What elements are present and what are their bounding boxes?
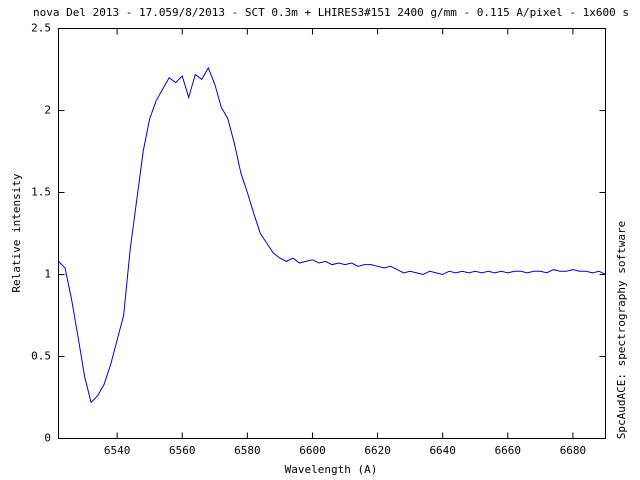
x-tick-label: 6540 [104,444,131,457]
side-note: SpcAudACE: spectrography software [615,221,628,440]
y-tick-label: 2 [44,104,51,117]
x-tick-label: 6660 [495,444,522,457]
y-tick-label: 1 [44,268,51,281]
x-tick-label: 6680 [560,444,587,457]
y-axis-label: Relative intensity [10,173,23,293]
spectrum-line [58,66,606,404]
y-tick-label: 0 [44,432,51,445]
x-tick-label: 6600 [299,444,326,457]
y-tick-label: 2.5 [31,22,51,35]
x-tick-label: 6560 [169,444,196,457]
x-tick-label: 6580 [234,444,261,457]
x-tick-label: 6620 [364,444,391,457]
chart-title: nova Del 2013 - 17.059/8/2013 - SCT 0.3m… [33,6,629,19]
x-axis-label: Wavelength (A) [285,463,378,476]
x-tick-label: 6640 [429,444,456,457]
y-tick-label: 0.5 [31,350,51,363]
y-tick-label: 1.5 [31,186,51,199]
plot-frame [58,28,606,439]
